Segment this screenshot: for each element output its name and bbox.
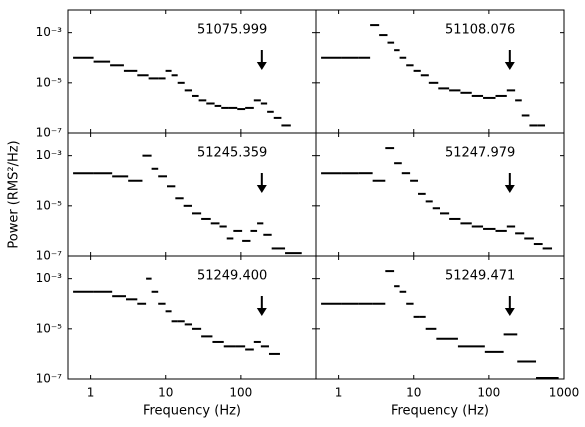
y-tick-label: 10⁻⁷ xyxy=(36,372,63,386)
panel-label: 51075.999 xyxy=(197,23,267,38)
x-axis-label: Frequency (Hz) xyxy=(143,404,241,419)
y-tick-label: 10⁻⁵ xyxy=(36,198,63,212)
panel-frame xyxy=(315,255,565,380)
panel-label: 51247.979 xyxy=(445,146,515,161)
y-tick-label: 10⁻⁵ xyxy=(36,75,63,89)
x-tick-label: 10 xyxy=(406,386,421,400)
y-axis-label: Power (RMS²/Hz) xyxy=(7,140,22,248)
x-tick-label: 1000 xyxy=(549,386,580,400)
panel-frame xyxy=(67,255,317,380)
x-tick-label: 10 xyxy=(158,386,173,400)
y-tick-label: 10⁻⁷ xyxy=(36,249,63,263)
panel-label: 51108.076 xyxy=(445,23,515,38)
panel-frame xyxy=(67,9,317,134)
arrow-head xyxy=(504,185,515,193)
x-axis-label: Frequency (Hz) xyxy=(391,404,489,419)
y-tick-label: 10⁻⁵ xyxy=(36,321,63,335)
arrow-head xyxy=(504,308,515,316)
panel-label: 51249.400 xyxy=(197,269,267,284)
x-tick-label: 1 xyxy=(335,386,343,400)
x-tick-label: 100 xyxy=(229,386,252,400)
arrow-head xyxy=(256,308,267,316)
panel-label: 51245.359 xyxy=(197,146,267,161)
y-tick-label: 10⁻⁷ xyxy=(36,126,63,140)
x-tick-label: 1 xyxy=(87,386,95,400)
y-tick-label: 10⁻³ xyxy=(36,271,63,285)
arrow-head xyxy=(504,62,515,70)
panel-frame xyxy=(67,132,317,257)
y-tick-label: 10⁻³ xyxy=(36,25,63,39)
panel-label: 51249.471 xyxy=(445,269,515,284)
y-tick-label: 10⁻³ xyxy=(36,148,63,162)
x-tick-label: 100 xyxy=(477,386,500,400)
arrow-head xyxy=(256,62,267,70)
arrow-head xyxy=(256,185,267,193)
